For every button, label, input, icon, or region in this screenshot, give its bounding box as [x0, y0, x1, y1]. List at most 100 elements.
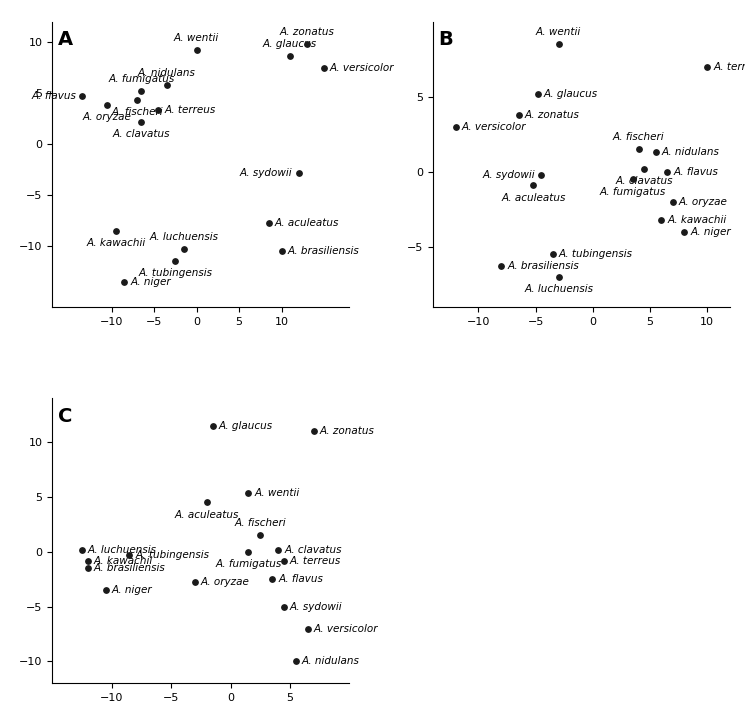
Text: A. luchuensis: A. luchuensis — [88, 545, 157, 555]
Text: A. versicolor: A. versicolor — [462, 122, 526, 132]
Point — [131, 95, 143, 106]
Point — [553, 39, 565, 50]
Text: A. fischeri: A. fischeri — [235, 518, 286, 529]
Text: A. terreus: A. terreus — [165, 105, 215, 116]
Text: A. aculeatus: A. aculeatus — [275, 218, 339, 228]
Point — [284, 51, 296, 63]
Point — [191, 44, 203, 56]
Point — [118, 276, 130, 287]
Point — [136, 116, 148, 127]
Text: A. glaucus: A. glaucus — [219, 421, 273, 430]
Point — [650, 147, 662, 158]
Point — [82, 555, 94, 566]
Point — [656, 214, 668, 226]
Point — [189, 577, 201, 588]
Point — [293, 166, 305, 178]
Point — [272, 544, 284, 555]
Point — [513, 109, 524, 121]
Text: A: A — [58, 31, 73, 49]
Point — [302, 623, 314, 635]
Text: A. tubingensis: A. tubingensis — [139, 268, 212, 278]
Text: B: B — [439, 31, 454, 49]
Text: A. kawachii: A. kawachii — [94, 555, 153, 566]
Point — [527, 180, 539, 191]
Point — [701, 61, 713, 73]
Point — [308, 425, 320, 437]
Text: A. sydowii: A. sydowii — [290, 602, 343, 611]
Text: A. fumigatus: A. fumigatus — [108, 74, 174, 84]
Point — [553, 271, 565, 283]
Point — [536, 169, 548, 181]
Point — [662, 166, 673, 177]
Text: A. oryzae: A. oryzae — [83, 113, 132, 122]
Point — [242, 487, 254, 499]
Text: A. aculeatus: A. aculeatus — [501, 193, 565, 203]
Text: A. sydowii: A. sydowii — [483, 170, 536, 180]
Text: A. terreus: A. terreus — [290, 555, 341, 566]
Text: A. tubingensis: A. tubingensis — [559, 249, 633, 260]
Point — [76, 90, 88, 102]
Point — [532, 88, 544, 100]
Point — [638, 163, 650, 174]
Point — [290, 656, 302, 667]
Text: A. brasiliensis: A. brasiliensis — [94, 563, 165, 573]
Text: A. fischeri: A. fischeri — [111, 108, 163, 117]
Point — [124, 549, 136, 561]
Point — [679, 226, 691, 238]
Text: A. luchuensis: A. luchuensis — [149, 232, 218, 242]
Point — [76, 544, 88, 555]
Text: A. glaucus: A. glaucus — [263, 39, 317, 49]
Point — [278, 555, 290, 566]
Text: C: C — [58, 407, 72, 426]
Text: A. clavatus: A. clavatus — [284, 545, 341, 555]
Point — [547, 249, 559, 260]
Point — [169, 255, 181, 267]
Point — [161, 79, 173, 91]
Text: A. fumigatus: A. fumigatus — [600, 187, 666, 196]
Text: A. flavus: A. flavus — [673, 167, 718, 177]
Text: A. terreus: A. terreus — [713, 62, 745, 72]
Point — [495, 261, 507, 273]
Text: A. zonatus: A. zonatus — [524, 110, 580, 120]
Point — [633, 143, 644, 155]
Text: A. wentii: A. wentii — [254, 488, 299, 497]
Text: A. zonatus: A. zonatus — [279, 27, 335, 37]
Text: A. oryzae: A. oryzae — [201, 577, 250, 587]
Text: A. nidulans: A. nidulans — [302, 656, 360, 667]
Text: A. nidulans: A. nidulans — [138, 68, 196, 78]
Text: A. niger: A. niger — [112, 585, 152, 595]
Point — [278, 601, 290, 612]
Point — [318, 62, 330, 73]
Text: A. kawachii: A. kawachii — [86, 238, 145, 248]
Text: A. wentii: A. wentii — [174, 33, 219, 43]
Point — [207, 419, 219, 431]
Text: A. flavus: A. flavus — [31, 91, 76, 101]
Point — [627, 174, 639, 185]
Text: A. tubingensis: A. tubingensis — [136, 550, 209, 560]
Text: A. niger: A. niger — [691, 227, 731, 237]
Text: A. sydowii: A. sydowii — [240, 167, 293, 177]
Text: A. niger: A. niger — [130, 276, 171, 286]
Point — [82, 563, 94, 574]
Text: A. versicolor: A. versicolor — [330, 63, 394, 73]
Point — [178, 243, 190, 254]
Point — [153, 105, 165, 116]
Point — [667, 196, 679, 208]
Text: A. brasiliensis: A. brasiliensis — [288, 246, 359, 256]
Text: A. oryzae: A. oryzae — [679, 197, 728, 207]
Text: A. clavatus: A. clavatus — [615, 176, 673, 186]
Point — [242, 546, 254, 558]
Point — [254, 529, 266, 541]
Text: A. fischeri: A. fischeri — [613, 132, 665, 142]
Text: A. versicolor: A. versicolor — [314, 624, 378, 633]
Point — [136, 85, 148, 97]
Point — [266, 574, 278, 585]
Text: A. brasiliensis: A. brasiliensis — [507, 262, 579, 271]
Text: A. kawachii: A. kawachii — [668, 215, 726, 225]
Text: A. glaucus: A. glaucus — [544, 89, 598, 99]
Point — [100, 585, 112, 596]
Text: A. aculeatus: A. aculeatus — [174, 510, 239, 520]
Point — [450, 121, 462, 133]
Text: A. clavatus: A. clavatus — [112, 129, 170, 139]
Point — [263, 217, 275, 229]
